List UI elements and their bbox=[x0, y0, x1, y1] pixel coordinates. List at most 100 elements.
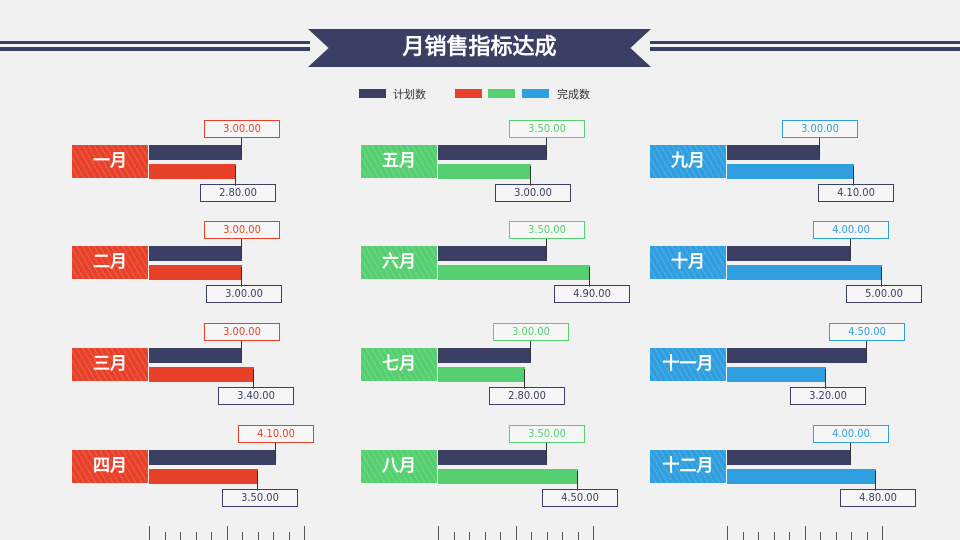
ruler-tick bbox=[273, 532, 274, 540]
ruler-tick bbox=[562, 532, 563, 540]
ruler-tick bbox=[226, 526, 228, 540]
done-bar bbox=[149, 265, 242, 280]
legend: 计划数 完成数 bbox=[0, 87, 960, 103]
month-panel: 七月 3.00.00 2.80.00 bbox=[361, 323, 651, 418]
plan-value-label: 3.50.00 bbox=[509, 120, 585, 138]
plan-value-leader bbox=[546, 238, 547, 258]
done-value-label: 3.40.00 bbox=[218, 387, 294, 405]
month-label: 五月 bbox=[361, 145, 437, 178]
ruler-middle bbox=[438, 526, 598, 540]
legend-done-swatch-blue bbox=[522, 89, 549, 98]
ruler-tick bbox=[469, 532, 470, 540]
ruler-tick bbox=[211, 532, 212, 540]
done-value-label: 4.50.00 bbox=[542, 489, 618, 507]
done-bar bbox=[438, 164, 531, 179]
done-value-leader bbox=[253, 369, 254, 389]
done-bar bbox=[727, 367, 826, 382]
ruler-tick bbox=[593, 526, 594, 540]
plan-bar bbox=[149, 246, 242, 261]
ruler-tick bbox=[438, 526, 439, 540]
ruler-tick bbox=[195, 532, 197, 540]
plan-value-label: 4.00.00 bbox=[813, 425, 889, 443]
plan-bar bbox=[149, 450, 276, 465]
ruler-tick bbox=[851, 532, 852, 540]
ruler-tick bbox=[804, 526, 806, 540]
plan-value-label: 3.00.00 bbox=[493, 323, 569, 341]
plan-value-label: 4.50.00 bbox=[829, 323, 905, 341]
plan-value-leader bbox=[530, 340, 531, 360]
month-label: 六月 bbox=[361, 246, 437, 279]
ruler-tick bbox=[882, 526, 883, 540]
plan-value-leader bbox=[241, 238, 242, 258]
plan-value-leader bbox=[546, 442, 547, 462]
plan-bar bbox=[149, 145, 242, 160]
done-value-leader bbox=[235, 166, 236, 186]
done-bar bbox=[149, 469, 258, 484]
title-stripe-left bbox=[0, 40, 310, 54]
plan-value-leader bbox=[850, 238, 851, 258]
ruler-tick bbox=[758, 532, 759, 540]
plan-bar bbox=[727, 246, 851, 261]
plan-bar bbox=[727, 348, 867, 363]
done-value-leader bbox=[524, 369, 525, 389]
ruler-tick bbox=[180, 532, 181, 540]
month-label: 八月 bbox=[361, 450, 437, 483]
plan-value-leader bbox=[275, 442, 276, 462]
month-label: 二月 bbox=[72, 246, 148, 279]
ruler-tick bbox=[164, 532, 166, 540]
title-ribbon bbox=[308, 29, 651, 67]
plan-value-label: 4.10.00 bbox=[238, 425, 314, 443]
month-label: 九月 bbox=[650, 145, 726, 178]
done-value-leader bbox=[853, 166, 854, 186]
ruler-tick bbox=[288, 532, 290, 540]
plan-value-leader bbox=[866, 340, 867, 360]
plan-bar bbox=[438, 348, 531, 363]
month-panel: 三月 3.00.00 3.40.00 bbox=[72, 323, 362, 418]
month-panel: 一月 3.00.00 2.80.00 bbox=[72, 120, 362, 215]
plan-value-label: 3.00.00 bbox=[204, 323, 280, 341]
done-value-leader bbox=[825, 369, 826, 389]
plan-value-label: 3.00.00 bbox=[204, 120, 280, 138]
chart-title: 月销售指标达成 bbox=[402, 35, 557, 60]
plan-value-leader bbox=[850, 442, 851, 462]
plan-bar bbox=[727, 145, 820, 160]
done-value-label: 2.80.00 bbox=[200, 184, 276, 202]
done-value-leader bbox=[875, 471, 876, 491]
plan-bar bbox=[149, 348, 242, 363]
ruler-tick bbox=[500, 532, 501, 540]
done-value-leader bbox=[257, 471, 258, 491]
done-bar bbox=[727, 265, 882, 280]
ruler-tick bbox=[727, 526, 728, 540]
done-bar bbox=[438, 469, 578, 484]
month-panel: 四月 4.10.00 3.50.00 bbox=[72, 425, 362, 520]
done-value-label: 5.00.00 bbox=[846, 285, 922, 303]
legend-plan-swatch bbox=[359, 89, 386, 98]
ruler-left bbox=[149, 526, 309, 540]
plan-bar bbox=[438, 145, 547, 160]
title-stripe-right bbox=[650, 40, 960, 54]
ruler-tick bbox=[515, 526, 517, 540]
plan-value-label: 4.00.00 bbox=[813, 221, 889, 239]
ruler-tick bbox=[835, 532, 837, 540]
done-value-label: 2.80.00 bbox=[489, 387, 565, 405]
plan-value-leader bbox=[241, 137, 242, 157]
ruler-tick bbox=[484, 532, 486, 540]
done-value-leader bbox=[589, 267, 590, 287]
ruler-tick bbox=[453, 532, 455, 540]
plan-value-label: 3.00.00 bbox=[204, 221, 280, 239]
done-value-label: 3.00.00 bbox=[206, 285, 282, 303]
legend-plan-label: 计划数 bbox=[393, 88, 426, 101]
month-panel: 六月 3.50.00 4.90.00 bbox=[361, 221, 651, 316]
ruler-tick bbox=[149, 526, 150, 540]
month-panel: 十一月 4.50.00 3.20.00 bbox=[650, 323, 940, 418]
done-bar bbox=[149, 367, 254, 382]
legend-done-swatch-red bbox=[455, 89, 482, 98]
month-label: 四月 bbox=[72, 450, 148, 483]
plan-value-label: 3.50.00 bbox=[509, 425, 585, 443]
ruler-tick bbox=[773, 532, 775, 540]
done-value-label: 3.00.00 bbox=[495, 184, 571, 202]
done-value-label: 4.90.00 bbox=[554, 285, 630, 303]
month-label: 一月 bbox=[72, 145, 148, 178]
done-bar bbox=[149, 164, 236, 179]
ruler-tick bbox=[742, 532, 744, 540]
